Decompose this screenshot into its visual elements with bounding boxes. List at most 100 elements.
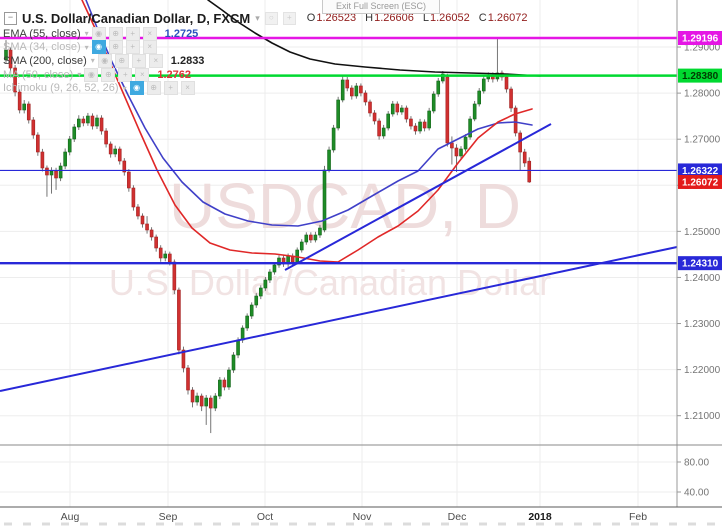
candle bbox=[386, 111, 391, 131]
candle-body bbox=[349, 87, 354, 97]
eye-icon[interactable]: ◉ bbox=[91, 26, 106, 41]
indicator-row: SMA (34, close) ▾ ◉ ⊕ + × bbox=[3, 40, 204, 55]
candle-body bbox=[67, 138, 72, 153]
close-icon[interactable]: × bbox=[142, 40, 157, 55]
collapse-icon[interactable]: − bbox=[4, 11, 17, 25]
candle bbox=[249, 302, 254, 319]
candle-body bbox=[163, 253, 168, 259]
axis-tick-label: 1.28000 bbox=[684, 89, 721, 100]
indicator-value: 1.2762 bbox=[157, 68, 191, 81]
candle bbox=[318, 224, 322, 238]
candle bbox=[26, 101, 31, 124]
price-label-text: 1.29196 bbox=[682, 34, 719, 45]
settings-icon[interactable]: + bbox=[282, 11, 296, 25]
candle bbox=[99, 115, 104, 135]
candle-body bbox=[108, 143, 113, 155]
candle-body bbox=[468, 118, 472, 138]
candle-body bbox=[327, 149, 331, 171]
eye-icon[interactable]: ◉ bbox=[97, 53, 112, 68]
candle bbox=[117, 146, 122, 165]
axis-tick-label: 1.25000 bbox=[684, 227, 721, 238]
plus-icon[interactable]: + bbox=[163, 81, 178, 96]
candle-body bbox=[345, 79, 350, 89]
gear-icon[interactable]: ⊕ bbox=[146, 81, 161, 96]
candle-body bbox=[204, 397, 208, 407]
candle bbox=[363, 90, 368, 106]
chevron-down-icon[interactable]: ▾ bbox=[90, 56, 95, 66]
candle-body bbox=[513, 107, 518, 134]
candle-body bbox=[381, 127, 386, 137]
candle bbox=[518, 130, 522, 171]
candle-body bbox=[199, 395, 204, 407]
candle-body bbox=[131, 187, 136, 208]
candle-body bbox=[258, 287, 263, 297]
chevron-down-icon[interactable]: ▾ bbox=[77, 70, 82, 80]
gear-icon[interactable]: ⊕ bbox=[114, 53, 129, 68]
candle bbox=[72, 123, 77, 142]
candle bbox=[172, 259, 177, 295]
close-icon[interactable]: × bbox=[180, 81, 195, 96]
candle bbox=[245, 313, 249, 331]
candles-layer[interactable] bbox=[4, 38, 532, 434]
candle bbox=[113, 145, 117, 158]
chevron-down-icon[interactable]: ▾ bbox=[255, 12, 260, 23]
chevron-down-icon[interactable]: ▾ bbox=[84, 42, 89, 52]
candle bbox=[268, 269, 272, 283]
candle-body bbox=[477, 90, 482, 105]
time-axis[interactable]: Aug Sep Oct Nov Dec 2018 Feb bbox=[4, 511, 715, 526]
candle bbox=[481, 76, 486, 94]
candle bbox=[313, 231, 318, 243]
chevron-down-icon[interactable]: ▾ bbox=[122, 83, 127, 93]
chart-header: − U.S. Dollar/Canadian Dollar, D, FXCM ▾… bbox=[4, 9, 527, 27]
candle-body bbox=[363, 92, 368, 103]
price-label: 1.29196 bbox=[678, 31, 722, 45]
ma-line-sma200 bbox=[207, 0, 541, 77]
candle bbox=[13, 65, 17, 97]
candle-body bbox=[81, 118, 86, 124]
candle bbox=[154, 234, 158, 252]
candle-body bbox=[309, 234, 313, 241]
price-label: 1.26072 bbox=[678, 174, 722, 189]
candle bbox=[340, 76, 345, 103]
close-icon[interactable]: × bbox=[135, 67, 150, 82]
candle-body bbox=[463, 136, 468, 150]
candle-body bbox=[168, 253, 172, 263]
plus-icon[interactable]: + bbox=[125, 26, 140, 41]
candle-body bbox=[113, 148, 117, 155]
eye-icon[interactable]: ◉ bbox=[84, 67, 99, 82]
candle-body bbox=[522, 151, 527, 164]
long-uptrend-line[interactable] bbox=[0, 246, 678, 392]
candle bbox=[190, 387, 195, 408]
close-icon[interactable]: × bbox=[142, 26, 157, 41]
steep-uptrend-line[interactable] bbox=[284, 123, 552, 271]
candle-body bbox=[181, 349, 186, 369]
exit-fullscreen-button[interactable]: Exit Full Screen (ESC) bbox=[322, 0, 440, 14]
candle-body bbox=[418, 121, 422, 132]
candle bbox=[445, 73, 450, 147]
eye-icon[interactable]: ◉ bbox=[91, 40, 106, 55]
candle-body bbox=[313, 234, 318, 241]
close-icon[interactable]: × bbox=[148, 53, 163, 68]
candle bbox=[108, 141, 113, 158]
chevron-down-icon[interactable]: ▾ bbox=[84, 29, 89, 39]
candle bbox=[377, 118, 381, 140]
candle-body bbox=[395, 103, 400, 113]
symbol-title[interactable]: U.S. Dollar/Canadian Dollar, D, FXCM bbox=[22, 10, 251, 26]
candle bbox=[163, 250, 168, 262]
candle bbox=[95, 114, 99, 130]
gear-icon[interactable]: ⊕ bbox=[108, 40, 123, 55]
plus-icon[interactable]: + bbox=[131, 53, 146, 68]
candle-body bbox=[145, 223, 149, 231]
candle-body bbox=[304, 234, 309, 243]
candle-body bbox=[254, 295, 259, 306]
gear-icon[interactable]: ⊕ bbox=[101, 67, 116, 82]
price-label: 1.28380 bbox=[678, 68, 722, 83]
gear-icon[interactable]: ⊕ bbox=[108, 26, 123, 41]
candle bbox=[263, 276, 268, 291]
plus-icon[interactable]: + bbox=[125, 40, 140, 55]
visibility-icon[interactable]: ○ bbox=[264, 11, 278, 25]
eye-icon[interactable]: ◉ bbox=[129, 81, 144, 96]
candle-body bbox=[368, 101, 372, 114]
plus-icon[interactable]: + bbox=[118, 67, 133, 82]
